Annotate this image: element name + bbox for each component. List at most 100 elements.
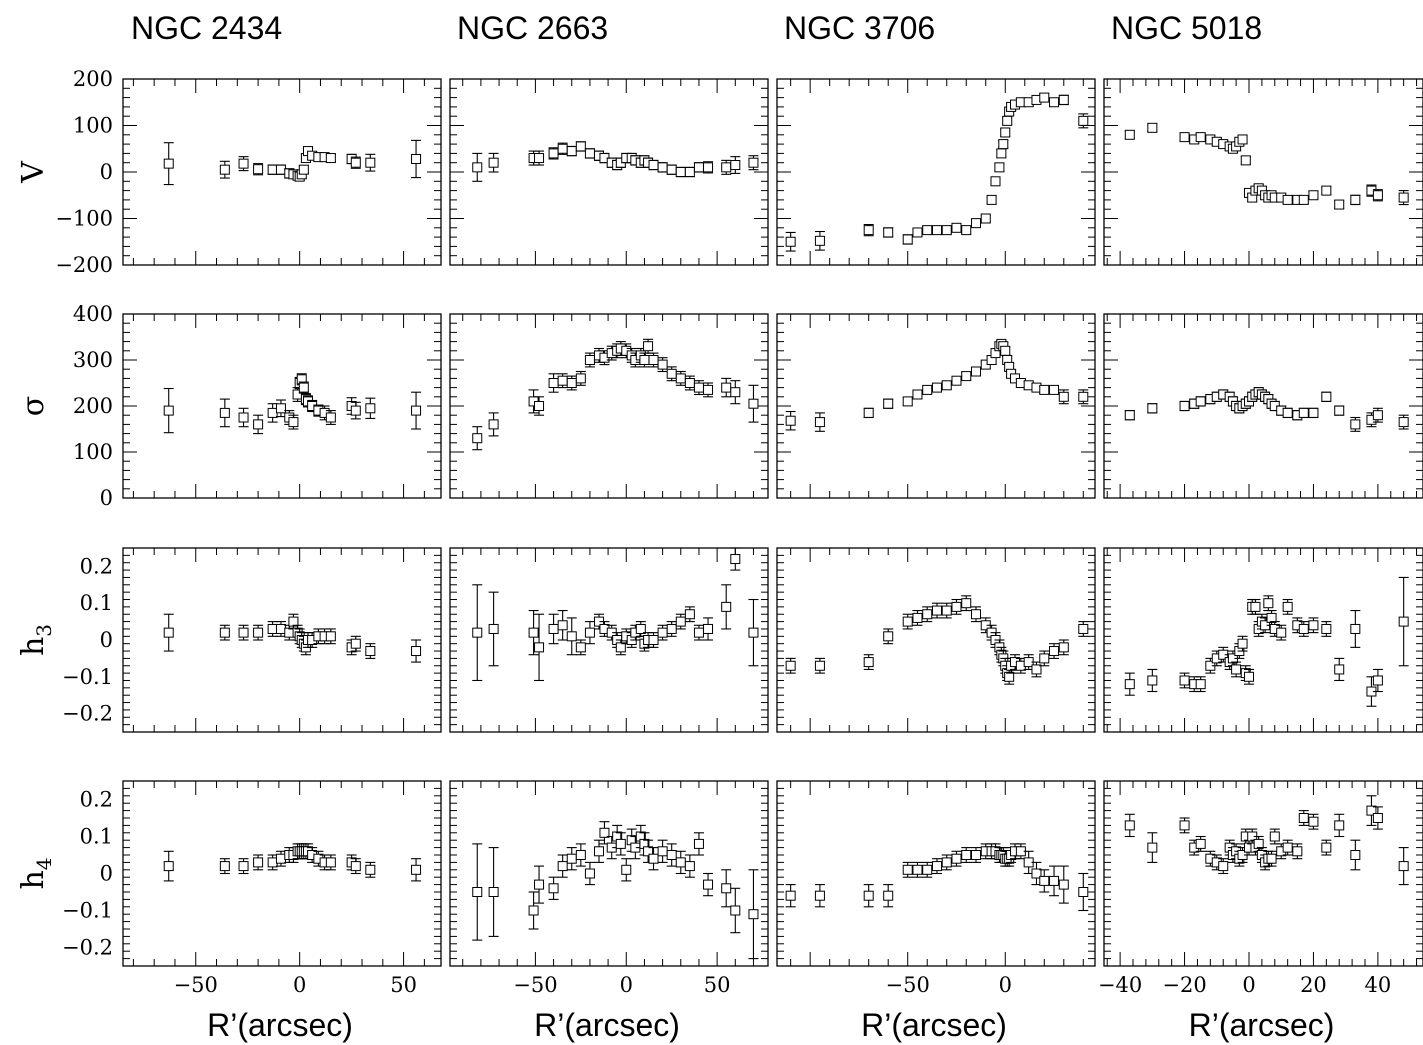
data-point — [703, 623, 714, 634]
data-point — [883, 890, 894, 901]
data-point — [648, 635, 659, 645]
x-tick-label: 0 — [1242, 973, 1255, 997]
data-point — [1244, 671, 1254, 682]
data-point — [785, 236, 796, 247]
data-point — [575, 642, 586, 653]
data-point — [566, 631, 577, 642]
data-point — [1266, 853, 1277, 864]
data-point — [996, 148, 1007, 159]
y-axis-label-h4: h4 — [16, 857, 56, 889]
data-point — [163, 405, 174, 416]
data-point — [1078, 623, 1089, 634]
data-point — [1350, 194, 1361, 205]
data-point — [941, 605, 952, 616]
panel-frame — [776, 780, 1096, 967]
data-point — [275, 853, 286, 864]
data-point — [998, 139, 1009, 150]
data-point — [534, 642, 545, 653]
y-tick-label: 300 — [73, 348, 113, 372]
data-point — [703, 384, 714, 395]
data-point — [1398, 616, 1409, 627]
data-point — [902, 234, 913, 245]
data-point — [584, 627, 595, 638]
data-point — [951, 222, 962, 233]
data-point — [1147, 842, 1158, 853]
data-point — [1002, 115, 1013, 126]
data-point — [748, 398, 759, 409]
data-point — [325, 857, 336, 868]
data-point — [1398, 861, 1409, 872]
data-point — [1058, 391, 1069, 402]
data-point — [1350, 419, 1361, 430]
x-tick-label: 50 — [704, 973, 731, 997]
data-point — [219, 407, 230, 418]
data-point — [1372, 813, 1383, 823]
data-point — [902, 616, 913, 627]
data-point — [648, 853, 659, 864]
data-point — [922, 384, 933, 395]
y-tick-label: 400 — [73, 302, 113, 326]
x-tick-label: −20 — [1162, 973, 1206, 997]
data-point — [534, 879, 545, 890]
data-point — [657, 359, 668, 370]
data-point — [365, 646, 376, 657]
data-point — [1195, 396, 1206, 407]
data-point — [970, 850, 981, 860]
data-point — [1298, 623, 1309, 634]
data-point — [1039, 92, 1050, 103]
x-tick-label: −50 — [513, 973, 557, 997]
data-point — [488, 157, 499, 168]
data-point — [730, 905, 741, 916]
data-point — [534, 401, 545, 411]
data-point — [411, 153, 422, 164]
data-point — [548, 623, 559, 634]
y-tick-label: 0 — [100, 160, 113, 184]
x-tick-label: 0 — [293, 973, 306, 997]
data-point — [275, 403, 286, 414]
data-point — [350, 405, 361, 416]
data-point — [1124, 129, 1135, 140]
data-point — [748, 157, 759, 168]
data-point — [566, 146, 577, 157]
y-tick-label: −0.1 — [62, 665, 113, 689]
data-point — [411, 405, 422, 416]
data-point — [163, 861, 174, 872]
panel-frame — [1103, 547, 1423, 733]
data-point — [557, 620, 568, 631]
y-tick-label: −0.1 — [62, 899, 113, 923]
data-point — [1282, 194, 1293, 205]
data-point — [1000, 345, 1011, 356]
data-point — [584, 148, 595, 159]
data-point — [1058, 94, 1069, 105]
panel-frame — [449, 547, 769, 733]
data-point — [325, 412, 336, 423]
data-point — [528, 905, 539, 916]
x-tick-label: 20 — [1300, 973, 1327, 997]
data-point — [1231, 664, 1242, 675]
data-point — [566, 853, 577, 864]
data-point — [1298, 407, 1309, 418]
data-point — [648, 160, 659, 171]
data-point — [1031, 868, 1042, 879]
data-point — [883, 631, 894, 642]
data-point — [730, 554, 741, 565]
data-point — [931, 382, 942, 393]
data-point — [219, 164, 230, 175]
y-tick-label: −100 — [55, 207, 113, 231]
data-point — [931, 225, 942, 236]
galaxy-title: NGC 3706 — [784, 10, 935, 46]
data-point — [703, 879, 714, 890]
data-point — [883, 398, 894, 409]
panel-frame — [776, 313, 1096, 499]
data-point — [902, 864, 913, 875]
panel-frame — [122, 547, 442, 733]
y-tick-label: 0.1 — [80, 825, 113, 849]
data-point — [1250, 601, 1261, 612]
data-point — [693, 838, 704, 849]
data-point — [298, 382, 309, 393]
data-point — [1298, 813, 1309, 823]
x-tick-label: 40 — [1365, 973, 1392, 997]
data-point — [488, 623, 499, 634]
y-tick-label: 0.1 — [80, 591, 113, 615]
data-point — [970, 609, 981, 620]
